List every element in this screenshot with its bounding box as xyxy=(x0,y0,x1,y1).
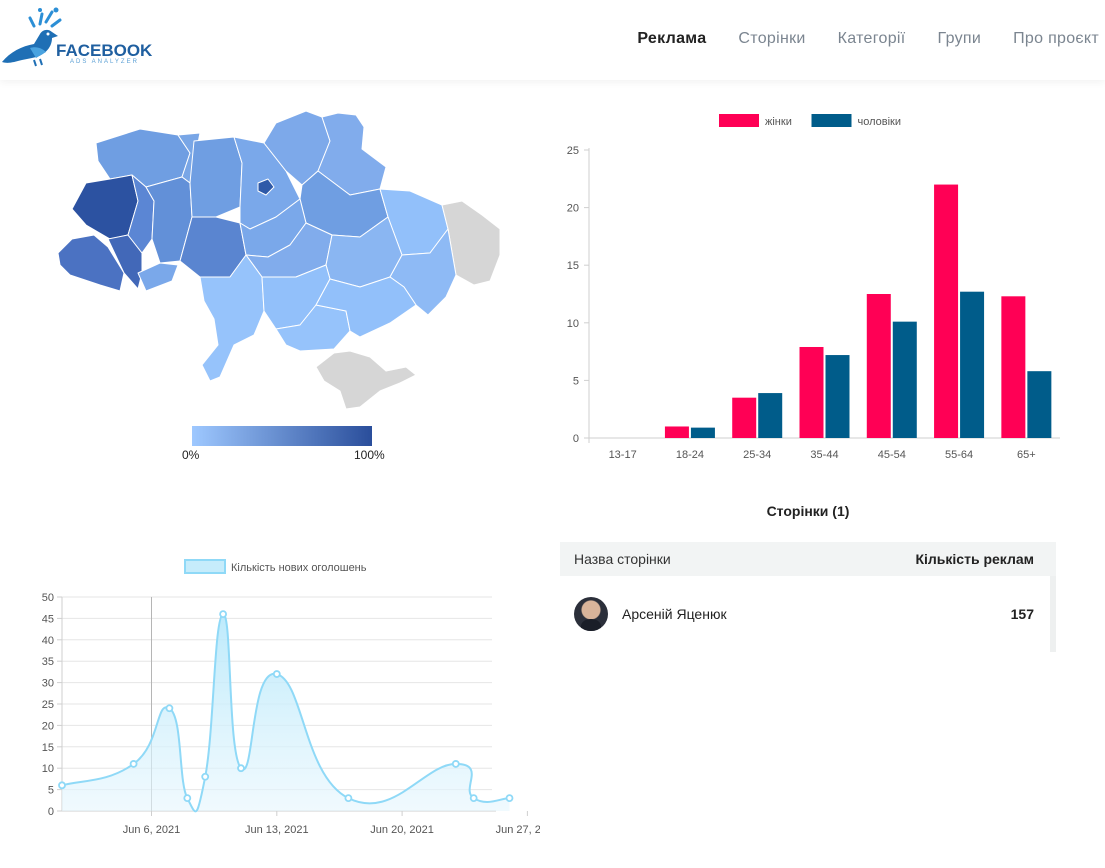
y-tick-label: 5 xyxy=(573,375,579,387)
bird-logo-icon xyxy=(2,7,62,67)
main-nav: Реклама Сторінки Категорії Групи Про про… xyxy=(621,30,1099,48)
y-tick-label: 0 xyxy=(573,433,579,445)
y-tick-label: 10 xyxy=(567,318,579,330)
pages-section-title: Сторінки (1) xyxy=(766,503,850,519)
table-row[interactable]: Арсеній Яценюк 157 xyxy=(560,576,1050,652)
map-region-zaporizhzhia xyxy=(315,276,417,338)
y-tick-label: 10 xyxy=(42,763,54,775)
y-tick-label: 0 xyxy=(48,806,54,818)
logo-subtitle: ADS ANALYZER xyxy=(70,59,139,65)
data-point xyxy=(272,670,281,678)
data-point xyxy=(344,794,353,803)
y-tick-label: 50 xyxy=(42,592,54,604)
x-tick-label: 25-34 xyxy=(743,449,771,461)
y-tick-label: 30 xyxy=(42,678,54,690)
avatar xyxy=(574,597,608,631)
x-tick-label: Jun 6, 2021 xyxy=(123,824,181,836)
legend-label-0: жінки xyxy=(765,116,792,128)
data-point xyxy=(165,704,174,713)
bar-male xyxy=(758,393,783,438)
page-ads-count: 157 xyxy=(1010,606,1034,622)
age-gender-bar-chart: жінки чоловіки 0 5 10 15 20 25 13-17 18-24 25-34 35… xyxy=(545,100,1065,480)
y-tick-label: 35 xyxy=(42,656,54,668)
pages-table: Назва сторінки Кількість реклам Арсеній … xyxy=(560,542,1056,652)
page-name[interactable]: Арсеній Яценюк xyxy=(622,606,727,622)
y-tick-label: 45 xyxy=(42,613,54,625)
legend-label: Кількість нових оголошень xyxy=(231,562,367,574)
x-tick-label: 18-24 xyxy=(676,449,704,461)
data-point xyxy=(201,772,210,781)
bar-male xyxy=(690,427,715,438)
y-tick-label: 15 xyxy=(42,742,54,754)
data-point xyxy=(469,794,478,803)
col-ads-count[interactable]: Кількість реклам xyxy=(915,551,1034,567)
x-tick-label: Jun 27, 2021 xyxy=(496,824,540,836)
y-tick-label: 25 xyxy=(42,699,54,711)
x-tick-label: 65+ xyxy=(1017,449,1036,461)
pages-table-body: Арсеній Яценюк 157 xyxy=(560,576,1056,652)
logo[interactable]: FACEBOOK ADS ANALYZER xyxy=(0,4,153,70)
y-tick-label: 25 xyxy=(567,145,579,157)
bar-female xyxy=(732,397,757,438)
bar-male xyxy=(892,321,917,438)
map-legend-max-label: 100% xyxy=(354,448,385,462)
x-tick-label: Jun 20, 2021 xyxy=(370,824,434,836)
legend-swatch xyxy=(184,559,226,574)
map-legend-gradient xyxy=(192,426,372,446)
nav-item-categories[interactable]: Категорії xyxy=(837,30,906,47)
x-tick-label: 55-64 xyxy=(945,449,973,461)
map-region-zakarpattia xyxy=(57,234,125,292)
bar-female xyxy=(1001,296,1026,438)
legend-label-1: чоловіки xyxy=(858,116,902,128)
map-region-odesa xyxy=(199,254,265,382)
map-region-crimea xyxy=(315,350,417,410)
y-tick-label: 40 xyxy=(42,635,54,647)
map-region-chernivtsi xyxy=(137,262,179,292)
bar-female xyxy=(664,426,689,438)
data-point xyxy=(505,794,514,803)
bar-male xyxy=(825,355,850,438)
series-area xyxy=(62,614,510,812)
pages-table-header: Назва сторінки Кількість реклам xyxy=(560,542,1056,576)
data-point xyxy=(451,760,460,768)
data-point xyxy=(237,764,245,773)
map-region-kyiv-city xyxy=(257,178,275,196)
nav-item-groups[interactable]: Групи xyxy=(937,30,982,47)
map-legend-min-label: 0% xyxy=(182,448,200,462)
y-tick-label: 20 xyxy=(42,720,54,732)
data-point xyxy=(183,794,192,803)
data-point xyxy=(219,610,228,619)
new-ads-area-chart: Кількість нових оголошень 0 5 10 15 20 25 30 35 4… xyxy=(20,545,559,850)
map-region-lviv xyxy=(71,174,139,240)
bar-male xyxy=(960,291,985,438)
legend-swatch-0 xyxy=(719,114,759,127)
map-region-sumy xyxy=(317,112,387,196)
bar-female xyxy=(799,346,824,438)
map-region-zhytomyr xyxy=(189,136,243,218)
x-tick-label: 45-54 xyxy=(878,449,906,461)
col-page-name[interactable]: Назва сторінки xyxy=(574,551,671,567)
ukraine-region-map xyxy=(50,105,510,415)
y-tick-label: 20 xyxy=(567,203,579,215)
bar-male xyxy=(1027,371,1052,438)
bar-female xyxy=(934,184,959,438)
logo-text: FACEBOOK xyxy=(56,41,153,60)
y-tick-label: 15 xyxy=(567,260,579,272)
bar-female xyxy=(866,294,891,438)
x-tick-label: Jun 13, 2021 xyxy=(245,824,309,836)
nav-item-ads[interactable]: Реклама xyxy=(637,30,707,47)
legend-swatch-1 xyxy=(811,114,852,127)
top-header: FACEBOOK ADS ANALYZER Реклама Сторінки К… xyxy=(0,0,1105,80)
nav-item-about[interactable]: Про проєкт xyxy=(1013,30,1099,47)
data-point xyxy=(129,760,138,768)
y-tick-label: 5 xyxy=(48,785,54,797)
x-tick-label: 13-17 xyxy=(609,449,637,461)
x-tick-label: 35-44 xyxy=(810,449,838,461)
data-point xyxy=(58,781,66,790)
nav-item-pages[interactable]: Сторінки xyxy=(738,30,806,47)
